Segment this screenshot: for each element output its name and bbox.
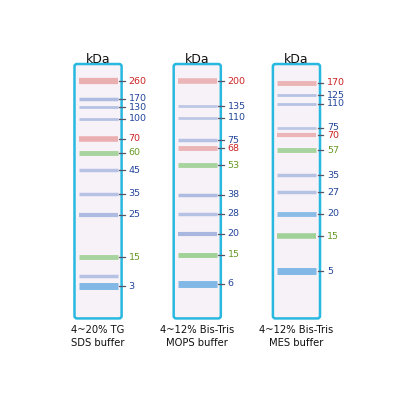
Text: 45: 45	[128, 166, 140, 174]
Text: kDa: kDa	[284, 53, 309, 66]
Text: 60: 60	[128, 148, 140, 157]
Text: 15: 15	[327, 232, 339, 241]
Text: 57: 57	[327, 146, 339, 154]
Text: 68: 68	[228, 144, 240, 153]
Text: 170: 170	[128, 94, 146, 104]
Text: 3: 3	[128, 282, 134, 290]
Text: 53: 53	[228, 160, 240, 170]
Text: 28: 28	[228, 209, 240, 218]
Text: 20: 20	[228, 229, 240, 238]
Text: 100: 100	[128, 114, 146, 123]
Text: 15: 15	[128, 253, 140, 262]
Text: 38: 38	[228, 190, 240, 200]
Text: 110: 110	[327, 100, 345, 108]
Text: 260: 260	[128, 77, 146, 86]
Text: 75: 75	[327, 123, 339, 132]
Text: 35: 35	[327, 170, 339, 180]
Text: 135: 135	[228, 102, 246, 111]
Text: 110: 110	[228, 113, 246, 122]
Text: 5: 5	[327, 266, 333, 276]
Text: kDa: kDa	[185, 53, 210, 66]
Text: 35: 35	[128, 189, 140, 198]
Text: 4~12% Bis-Tris
MOPS buffer: 4~12% Bis-Tris MOPS buffer	[160, 325, 234, 348]
Text: 70: 70	[128, 134, 140, 143]
Text: 130: 130	[128, 103, 146, 112]
Text: 4~12% Bis-Tris
MES buffer: 4~12% Bis-Tris MES buffer	[259, 325, 334, 348]
Text: 27: 27	[327, 188, 339, 197]
FancyBboxPatch shape	[174, 64, 221, 318]
Text: 25: 25	[128, 210, 140, 220]
Text: kDa: kDa	[86, 53, 110, 66]
Text: 6: 6	[228, 279, 234, 288]
Text: 125: 125	[327, 91, 345, 100]
Text: 200: 200	[228, 77, 246, 86]
FancyBboxPatch shape	[273, 64, 320, 318]
Text: 75: 75	[228, 136, 240, 144]
Text: 15: 15	[228, 250, 240, 259]
FancyBboxPatch shape	[74, 64, 122, 318]
Text: 70: 70	[327, 130, 339, 140]
Text: 4~20% TG
SDS buffer: 4~20% TG SDS buffer	[71, 325, 125, 348]
Text: 170: 170	[327, 78, 345, 87]
Text: 20: 20	[327, 209, 339, 218]
